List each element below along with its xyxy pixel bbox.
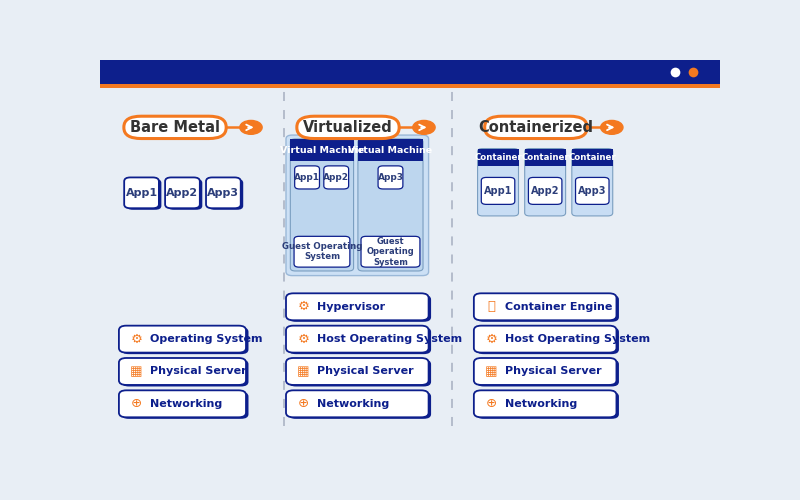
- Text: ⊕: ⊕: [130, 398, 142, 410]
- FancyBboxPatch shape: [289, 327, 431, 354]
- FancyBboxPatch shape: [529, 178, 562, 204]
- Text: ▦: ▦: [297, 365, 310, 378]
- FancyBboxPatch shape: [290, 139, 354, 271]
- FancyBboxPatch shape: [476, 360, 619, 386]
- FancyBboxPatch shape: [286, 358, 429, 385]
- FancyBboxPatch shape: [358, 139, 423, 271]
- Text: Container: Container: [474, 152, 522, 162]
- Text: ⊕: ⊕: [298, 398, 309, 410]
- FancyBboxPatch shape: [289, 360, 431, 386]
- FancyBboxPatch shape: [525, 148, 566, 216]
- FancyBboxPatch shape: [575, 178, 609, 204]
- Text: Hypervisor: Hypervisor: [317, 302, 385, 312]
- Text: Networking: Networking: [505, 399, 577, 409]
- Text: ⚙: ⚙: [298, 300, 310, 314]
- FancyBboxPatch shape: [474, 390, 617, 417]
- Circle shape: [240, 120, 262, 134]
- FancyBboxPatch shape: [100, 60, 720, 84]
- FancyBboxPatch shape: [378, 166, 403, 189]
- Text: Virtual Machine: Virtual Machine: [349, 146, 433, 154]
- FancyBboxPatch shape: [525, 148, 566, 166]
- Text: ⚙: ⚙: [298, 332, 310, 345]
- FancyBboxPatch shape: [124, 178, 159, 208]
- FancyBboxPatch shape: [476, 295, 619, 322]
- Text: Containerized: Containerized: [478, 120, 594, 135]
- Text: Physical Server: Physical Server: [317, 366, 414, 376]
- FancyBboxPatch shape: [482, 178, 514, 204]
- Text: Virtual Machine: Virtual Machine: [280, 146, 364, 154]
- Text: Networking: Networking: [317, 399, 390, 409]
- FancyBboxPatch shape: [476, 327, 619, 354]
- Text: Physical Server: Physical Server: [505, 366, 602, 376]
- Text: App2: App2: [323, 173, 350, 182]
- FancyBboxPatch shape: [122, 360, 249, 386]
- FancyBboxPatch shape: [297, 116, 399, 138]
- FancyBboxPatch shape: [122, 327, 249, 354]
- FancyBboxPatch shape: [478, 148, 518, 166]
- Text: App2: App2: [166, 188, 198, 198]
- Text: App3: App3: [578, 186, 606, 196]
- FancyBboxPatch shape: [119, 358, 246, 385]
- Text: ⊕: ⊕: [486, 398, 497, 410]
- FancyBboxPatch shape: [119, 390, 246, 417]
- Text: ⚙: ⚙: [130, 332, 142, 345]
- FancyBboxPatch shape: [289, 295, 431, 322]
- Text: App3: App3: [207, 188, 239, 198]
- FancyBboxPatch shape: [289, 392, 431, 419]
- Text: App3: App3: [378, 173, 403, 182]
- Text: Virtualized: Virtualized: [303, 120, 393, 135]
- FancyBboxPatch shape: [286, 326, 429, 352]
- Text: App1: App1: [484, 186, 512, 196]
- FancyBboxPatch shape: [209, 179, 243, 210]
- FancyBboxPatch shape: [100, 84, 720, 87]
- FancyBboxPatch shape: [124, 116, 226, 138]
- FancyBboxPatch shape: [476, 392, 619, 419]
- FancyBboxPatch shape: [358, 139, 423, 162]
- Text: Host Operating System: Host Operating System: [505, 334, 650, 344]
- Text: Guest
Operating
System: Guest Operating System: [366, 237, 414, 266]
- FancyBboxPatch shape: [167, 179, 202, 210]
- Text: Container: Container: [569, 152, 616, 162]
- FancyBboxPatch shape: [474, 294, 617, 320]
- FancyBboxPatch shape: [474, 326, 617, 352]
- FancyBboxPatch shape: [572, 148, 613, 216]
- FancyBboxPatch shape: [294, 236, 350, 267]
- Text: 🏗: 🏗: [487, 300, 495, 314]
- FancyBboxPatch shape: [572, 148, 613, 166]
- Text: ▦: ▦: [130, 365, 142, 378]
- Text: Container: Container: [522, 152, 569, 162]
- Text: App1: App1: [294, 173, 320, 182]
- FancyBboxPatch shape: [294, 166, 319, 189]
- FancyBboxPatch shape: [361, 236, 420, 267]
- FancyBboxPatch shape: [126, 179, 162, 210]
- Text: App1: App1: [126, 188, 158, 198]
- FancyBboxPatch shape: [286, 135, 429, 276]
- FancyBboxPatch shape: [324, 166, 349, 189]
- Text: Guest Operating
System: Guest Operating System: [282, 242, 362, 262]
- FancyBboxPatch shape: [290, 139, 354, 162]
- Text: Physical Server: Physical Server: [150, 366, 246, 376]
- Text: App2: App2: [531, 186, 559, 196]
- FancyBboxPatch shape: [119, 326, 246, 352]
- Circle shape: [601, 120, 623, 134]
- Text: ⚙: ⚙: [486, 332, 497, 345]
- Text: Container Engine: Container Engine: [505, 302, 612, 312]
- Text: Host Operating System: Host Operating System: [317, 334, 462, 344]
- Text: ▦: ▦: [485, 365, 498, 378]
- FancyBboxPatch shape: [206, 178, 241, 208]
- FancyBboxPatch shape: [474, 358, 617, 385]
- Text: Operating System: Operating System: [150, 334, 262, 344]
- FancyBboxPatch shape: [286, 390, 429, 417]
- Circle shape: [413, 120, 435, 134]
- FancyBboxPatch shape: [478, 148, 518, 216]
- FancyBboxPatch shape: [485, 116, 587, 138]
- Text: Bare Metal: Bare Metal: [130, 120, 220, 135]
- Text: Networking: Networking: [150, 399, 222, 409]
- FancyBboxPatch shape: [165, 178, 200, 208]
- FancyBboxPatch shape: [122, 392, 249, 419]
- FancyBboxPatch shape: [286, 294, 429, 320]
